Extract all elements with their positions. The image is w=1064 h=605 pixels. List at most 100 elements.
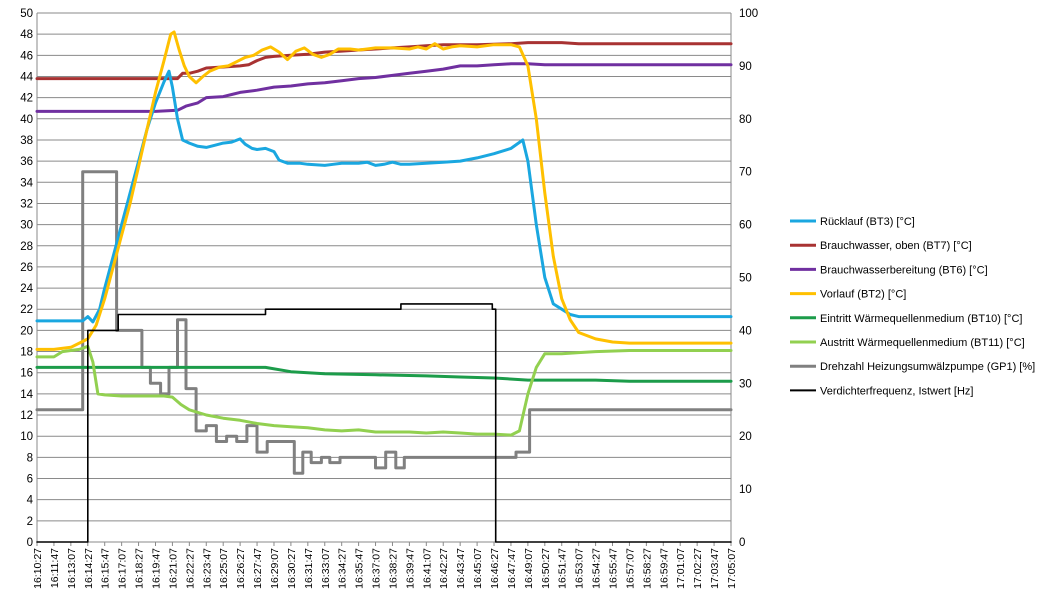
x-tick-label: 16:37:07: [371, 548, 383, 589]
left-tick-label: 40: [20, 114, 33, 126]
right-tick-label: 30: [739, 378, 752, 390]
x-tick-label: 16:35:47: [354, 548, 366, 589]
series-line: [35, 62, 733, 113]
left-tick-label: 44: [20, 71, 33, 83]
x-tick-label: 16:23:47: [201, 548, 213, 589]
left-tick-label: 14: [20, 389, 33, 401]
x-tick-label: 16:42:27: [438, 548, 450, 589]
left-axis-ticks: 0246810121416182022242628303234363840424…: [20, 8, 33, 549]
right-tick-label: 60: [739, 220, 752, 232]
x-tick-label: 16:19:47: [150, 548, 162, 589]
legend-entry: Eintritt Wärmequellenmedium (BT10) [°C]: [820, 313, 1022, 325]
left-tick-label: 42: [20, 93, 33, 105]
legend-entry: Vorlauf (BT2) [°C]: [820, 289, 906, 301]
left-tick-label: 28: [20, 241, 33, 253]
x-tick-label: 16:59:47: [658, 548, 670, 589]
plot-area: [36, 13, 732, 543]
left-tick-label: 34: [20, 177, 33, 189]
legend-entry: Rücklauf (BT3) [°C]: [820, 216, 915, 228]
left-tick-label: 20: [20, 325, 33, 337]
grid-lines: [37, 12, 731, 543]
left-tick-label: 6: [27, 474, 33, 486]
x-tick-label: 16:11:47: [49, 548, 61, 588]
right-tick-label: 10: [739, 484, 752, 496]
right-tick-label: 0: [739, 537, 745, 549]
right-axis-ticks: 0 10 20 30 40 50 60 70 80 90 100: [739, 8, 758, 549]
x-tick-label: 16:21:07: [167, 548, 179, 589]
left-tick-label: 32: [20, 198, 33, 210]
right-tick-label: 90: [739, 61, 752, 73]
series-line: [36, 303, 732, 543]
series-line: [35, 365, 733, 383]
left-tick-label: 26: [20, 262, 33, 274]
left-tick-label: 16: [20, 368, 33, 380]
x-tick-label: 16:26:27: [235, 548, 247, 589]
left-tick-label: 36: [20, 156, 33, 168]
x-tick-label: 16:22:27: [184, 548, 196, 589]
x-tick-label: 16:38:27: [387, 548, 399, 589]
left-tick-label: 30: [20, 220, 33, 232]
series-lines: [35, 30, 733, 543]
legend-entry: Brauchwasserbereitung (BT6) [°C]: [820, 264, 988, 276]
x-tick-label: 16:34:27: [337, 548, 349, 589]
x-tick-label: 16:14:27: [83, 548, 95, 589]
left-tick-label: 12: [20, 410, 33, 422]
x-tick-label: 17:01:07: [675, 548, 687, 589]
x-tick-label: 16:43:47: [455, 548, 467, 589]
x-tick-label: 16:41:07: [421, 548, 433, 589]
x-tick-label: 16:33:07: [320, 548, 332, 589]
left-tick-label: 22: [20, 304, 33, 316]
right-tick-label: 70: [739, 167, 752, 179]
x-tick-label: 16:54:27: [591, 548, 603, 589]
x-tick-label: 16:27:47: [252, 548, 264, 589]
x-tick-label: 16:50:27: [540, 548, 552, 589]
x-tick-label: 16:10:27: [32, 548, 44, 589]
x-tick-label: 16:17:07: [117, 548, 129, 589]
series-line: [35, 41, 733, 81]
x-tick-label: 16:39:47: [404, 548, 416, 589]
left-tick-label: 50: [20, 8, 33, 20]
left-tick-label: 2: [27, 516, 33, 528]
x-tick-label: 16:58:27: [641, 548, 653, 589]
x-axis-ticks: 16:10:27 16:11:47 16:13:07 16:14:27 16:15:47…: [32, 542, 738, 589]
x-tick-label: 16:46:27: [489, 548, 501, 589]
left-tick-label: 46: [20, 50, 33, 62]
legend-entry: Brauchwasser, oben (BT7) [°C]: [820, 240, 972, 252]
left-tick-label: 48: [20, 29, 33, 41]
left-tick-label: 24: [20, 283, 33, 295]
left-tick-label: 8: [27, 452, 33, 464]
legend-entry: Drehzahl Heizungsumwälzpumpe (GP1) [%]: [820, 361, 1035, 373]
right-tick-label: 40: [739, 325, 752, 337]
left-tick-label: 0: [27, 537, 33, 549]
series-line: [35, 30, 733, 351]
x-tick-label: 17:03:47: [709, 548, 721, 589]
left-tick-label: 18: [20, 347, 33, 359]
x-tick-label: 16:13:07: [66, 548, 78, 589]
x-tick-label: 16:31:47: [303, 548, 315, 589]
x-tick-label: 16:30:27: [286, 548, 298, 589]
x-tick-label: 16:18:27: [134, 548, 146, 589]
left-tick-label: 10: [20, 431, 33, 443]
left-tick-label: 4: [27, 495, 34, 507]
x-tick-label: 16:45:07: [472, 548, 484, 589]
legend-entry: Verdichterfrequenz, Istwert [Hz]: [820, 385, 973, 397]
x-tick-label: 16:55:47: [608, 548, 620, 589]
series-line: [35, 170, 733, 475]
x-tick-label: 16:29:07: [269, 548, 281, 589]
x-tick-label: 16:57:07: [624, 548, 636, 589]
x-tick-label: 16:51:47: [557, 548, 569, 589]
right-tick-label: 100: [739, 8, 758, 20]
left-tick-label: 38: [20, 135, 33, 147]
x-tick-label: 16:15:47: [100, 548, 112, 589]
x-tick-label: 16:53:07: [574, 548, 586, 589]
legend-entry: Austritt Wärmequellenmedium (BT11) [°C]: [820, 337, 1025, 349]
x-tick-label: 17:05:07: [726, 548, 738, 589]
right-tick-label: 50: [739, 273, 752, 285]
series-line: [35, 69, 733, 324]
right-tick-label: 20: [739, 431, 752, 443]
x-tick-label: 17:02:27: [692, 548, 704, 589]
legend: Rücklauf (BT3) [°C] Brauchwasser, oben (B…: [790, 216, 1035, 397]
x-tick-label: 16:25:07: [218, 548, 230, 589]
x-tick-label: 16:47:47: [506, 548, 518, 589]
